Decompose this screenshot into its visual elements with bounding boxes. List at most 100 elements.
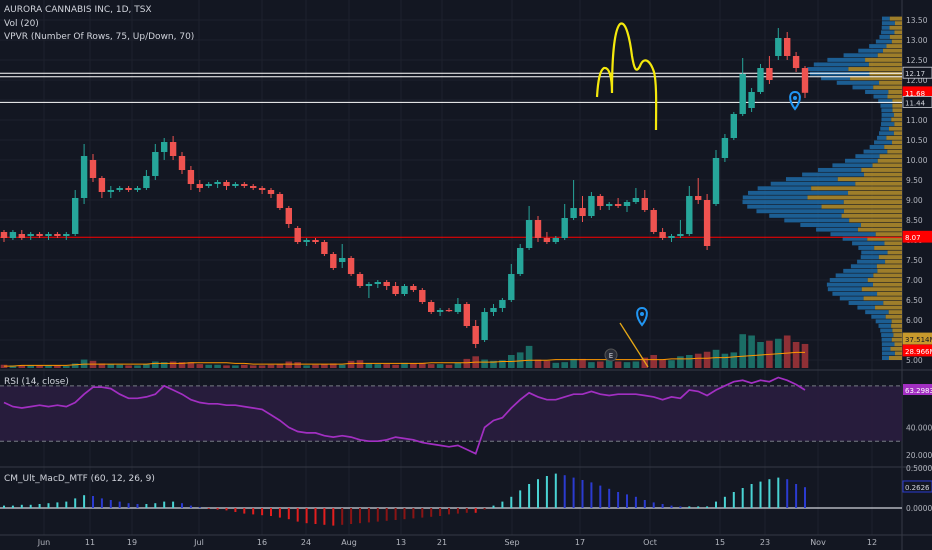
macd-histogram-bar xyxy=(261,508,264,516)
volume-bar xyxy=(18,365,26,368)
vpvr-down-bar xyxy=(861,287,902,292)
vpvr-up-bar xyxy=(747,204,822,209)
volume-bar xyxy=(347,360,355,368)
macd-histogram-bar xyxy=(270,508,272,516)
macd-histogram-bar xyxy=(608,488,611,508)
vpvr-up-bar xyxy=(836,80,880,85)
candle-body xyxy=(454,304,462,312)
candle-body xyxy=(161,142,168,152)
macd-histogram-bar xyxy=(465,508,468,513)
vpvr-down-bar xyxy=(877,158,902,163)
candle-body xyxy=(659,232,666,238)
volume-bar xyxy=(134,365,141,368)
vpvr-up-bar xyxy=(874,140,893,145)
candle-body xyxy=(677,234,684,236)
candle-body xyxy=(686,196,693,234)
price-axis-tick: 7.50 xyxy=(906,256,923,265)
candle-body xyxy=(134,188,141,190)
vpvr-up-bar xyxy=(863,149,888,154)
vpvr-up-bar xyxy=(769,213,842,218)
candle-body xyxy=(721,138,729,158)
vpvr-down-bar xyxy=(863,296,902,301)
macd-histogram-bar xyxy=(626,494,628,508)
candle-body xyxy=(169,142,177,156)
macd-histogram-bar xyxy=(501,501,504,508)
candle-body xyxy=(499,300,506,308)
vpvr-up-bar xyxy=(848,300,884,305)
candle-body xyxy=(214,182,221,184)
macd-histogram-bar xyxy=(11,505,14,508)
price-axis-tick: 13.00 xyxy=(906,36,928,45)
vpvr-down-bar xyxy=(877,53,902,58)
macd-histogram-bar xyxy=(127,503,130,508)
vpvr-up-bar xyxy=(852,85,874,90)
candle-body xyxy=(445,310,453,312)
vpvr-up-bar xyxy=(881,342,895,347)
vpvr-up-bar xyxy=(748,190,849,195)
vpvr-down-bar xyxy=(893,112,902,117)
vpvr-up-bar xyxy=(855,154,880,159)
macd-histogram-bar xyxy=(430,508,433,517)
location-marker-dot xyxy=(793,96,797,100)
vpvr-down-bar xyxy=(894,30,902,35)
volume-bar xyxy=(54,365,61,368)
macd-histogram-bar xyxy=(643,500,646,508)
candle-body xyxy=(534,220,542,238)
candle-body xyxy=(63,234,70,236)
time-axis-tick: 23 xyxy=(760,538,770,547)
candle-body xyxy=(80,156,88,198)
vpvr-down-bar xyxy=(894,122,902,127)
vpvr-up-bar xyxy=(807,67,849,72)
candle-body xyxy=(472,326,479,344)
candle-body xyxy=(748,92,755,108)
vpvr-down-bar xyxy=(843,209,902,214)
macd-histogram-bar xyxy=(243,508,246,514)
rsi-value-box xyxy=(903,384,932,395)
volume-bar xyxy=(721,353,729,368)
candle-body xyxy=(267,190,275,194)
volume-bar xyxy=(792,342,800,368)
vpvr-down-bar xyxy=(885,314,902,319)
vpvr-down-bar xyxy=(848,67,902,72)
vpvr-down-bar xyxy=(807,195,902,200)
volume-bar xyxy=(338,364,346,368)
vpvr-down-bar xyxy=(888,89,902,94)
candle-body xyxy=(392,286,399,294)
candle-body xyxy=(517,248,524,274)
vpvr-up-bar xyxy=(830,232,876,237)
macd-histogram-bar xyxy=(528,484,531,508)
macd-histogram-bar xyxy=(278,508,281,518)
vpvr-up-bar xyxy=(843,53,878,58)
volume-bar xyxy=(116,364,123,368)
vpvr-down-bar xyxy=(877,268,902,273)
candle-body xyxy=(187,170,195,184)
volume-bar xyxy=(605,358,613,368)
vpvr-down-bar xyxy=(861,167,902,172)
vpvr-down-bar xyxy=(867,278,902,283)
vpvr-up-bar xyxy=(880,328,893,333)
macd-histogram-bar xyxy=(492,505,495,508)
volume-bar xyxy=(160,362,168,368)
volume-bar xyxy=(196,364,204,368)
candle-body xyxy=(54,234,61,236)
trend-line xyxy=(619,322,649,368)
vpvr-down-bar xyxy=(884,241,902,246)
vpvr-down-bar xyxy=(893,333,902,338)
candle-body xyxy=(508,274,515,300)
vpvr-up-bar xyxy=(857,305,876,310)
macd-histogram-bar xyxy=(189,505,192,508)
time-axis-tick: Sep xyxy=(504,538,519,547)
price-axis-tick: 11.00 xyxy=(906,116,928,125)
volume-bar xyxy=(712,349,720,368)
vpvr-down-bar xyxy=(891,337,902,342)
candle-body xyxy=(232,184,239,186)
volume-bar xyxy=(454,362,462,368)
earnings-marker-label: E xyxy=(609,352,613,360)
vpvr-up-bar xyxy=(821,76,851,81)
vpvr-up-bar xyxy=(852,241,885,246)
candle-body xyxy=(552,238,559,242)
macd-histogram-bar xyxy=(350,508,353,524)
volume-bar xyxy=(463,358,471,368)
candle-body xyxy=(623,202,631,206)
